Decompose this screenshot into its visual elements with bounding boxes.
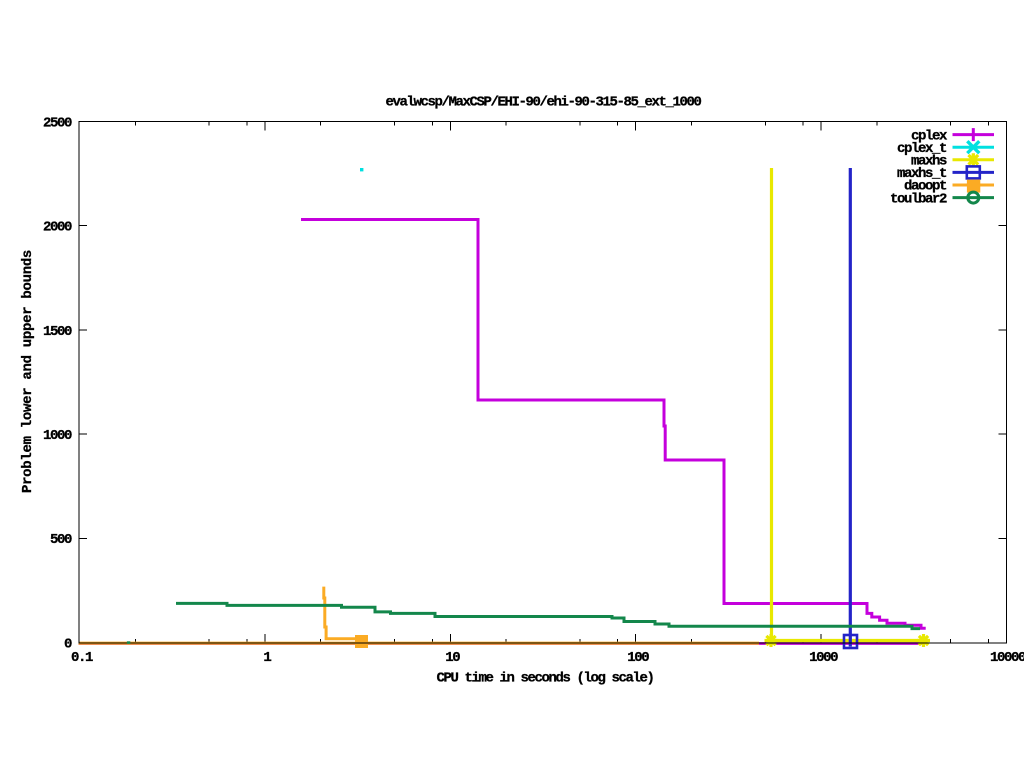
svg-text:CPU time in seconds (log scale: CPU time in seconds (log scale) [436,670,653,686]
svg-text:daoopt: daoopt [904,179,947,195]
svg-text:1: 1 [263,650,271,666]
svg-text:1500: 1500 [43,324,72,340]
svg-text:maxhs_t: maxhs_t [897,166,947,182]
svg-text:10000: 10000 [990,650,1024,666]
svg-text:cplex: cplex [911,128,948,144]
svg-text:2000: 2000 [43,220,72,236]
svg-text:cplex_t: cplex_t [897,141,947,157]
svg-text:500: 500 [50,532,72,548]
svg-text:0: 0 [64,637,72,653]
svg-text:2500: 2500 [43,115,72,131]
svg-text:0.1: 0.1 [71,650,93,666]
svg-text:Problem lower and upper bounds: Problem lower and upper bounds [20,250,36,493]
svg-text:toulbar2: toulbar2 [890,191,947,207]
svg-text:100: 100 [627,650,649,666]
svg-text:10: 10 [445,650,460,666]
svg-text:1000: 1000 [809,650,838,666]
svg-text:maxhs: maxhs [911,154,947,170]
svg-text:1000: 1000 [43,428,72,444]
svg-text:evalwcsp/MaxCSP/EHI-90/ehi-90-: evalwcsp/MaxCSP/EHI-90/ehi-90-315-85_ext… [385,94,701,110]
